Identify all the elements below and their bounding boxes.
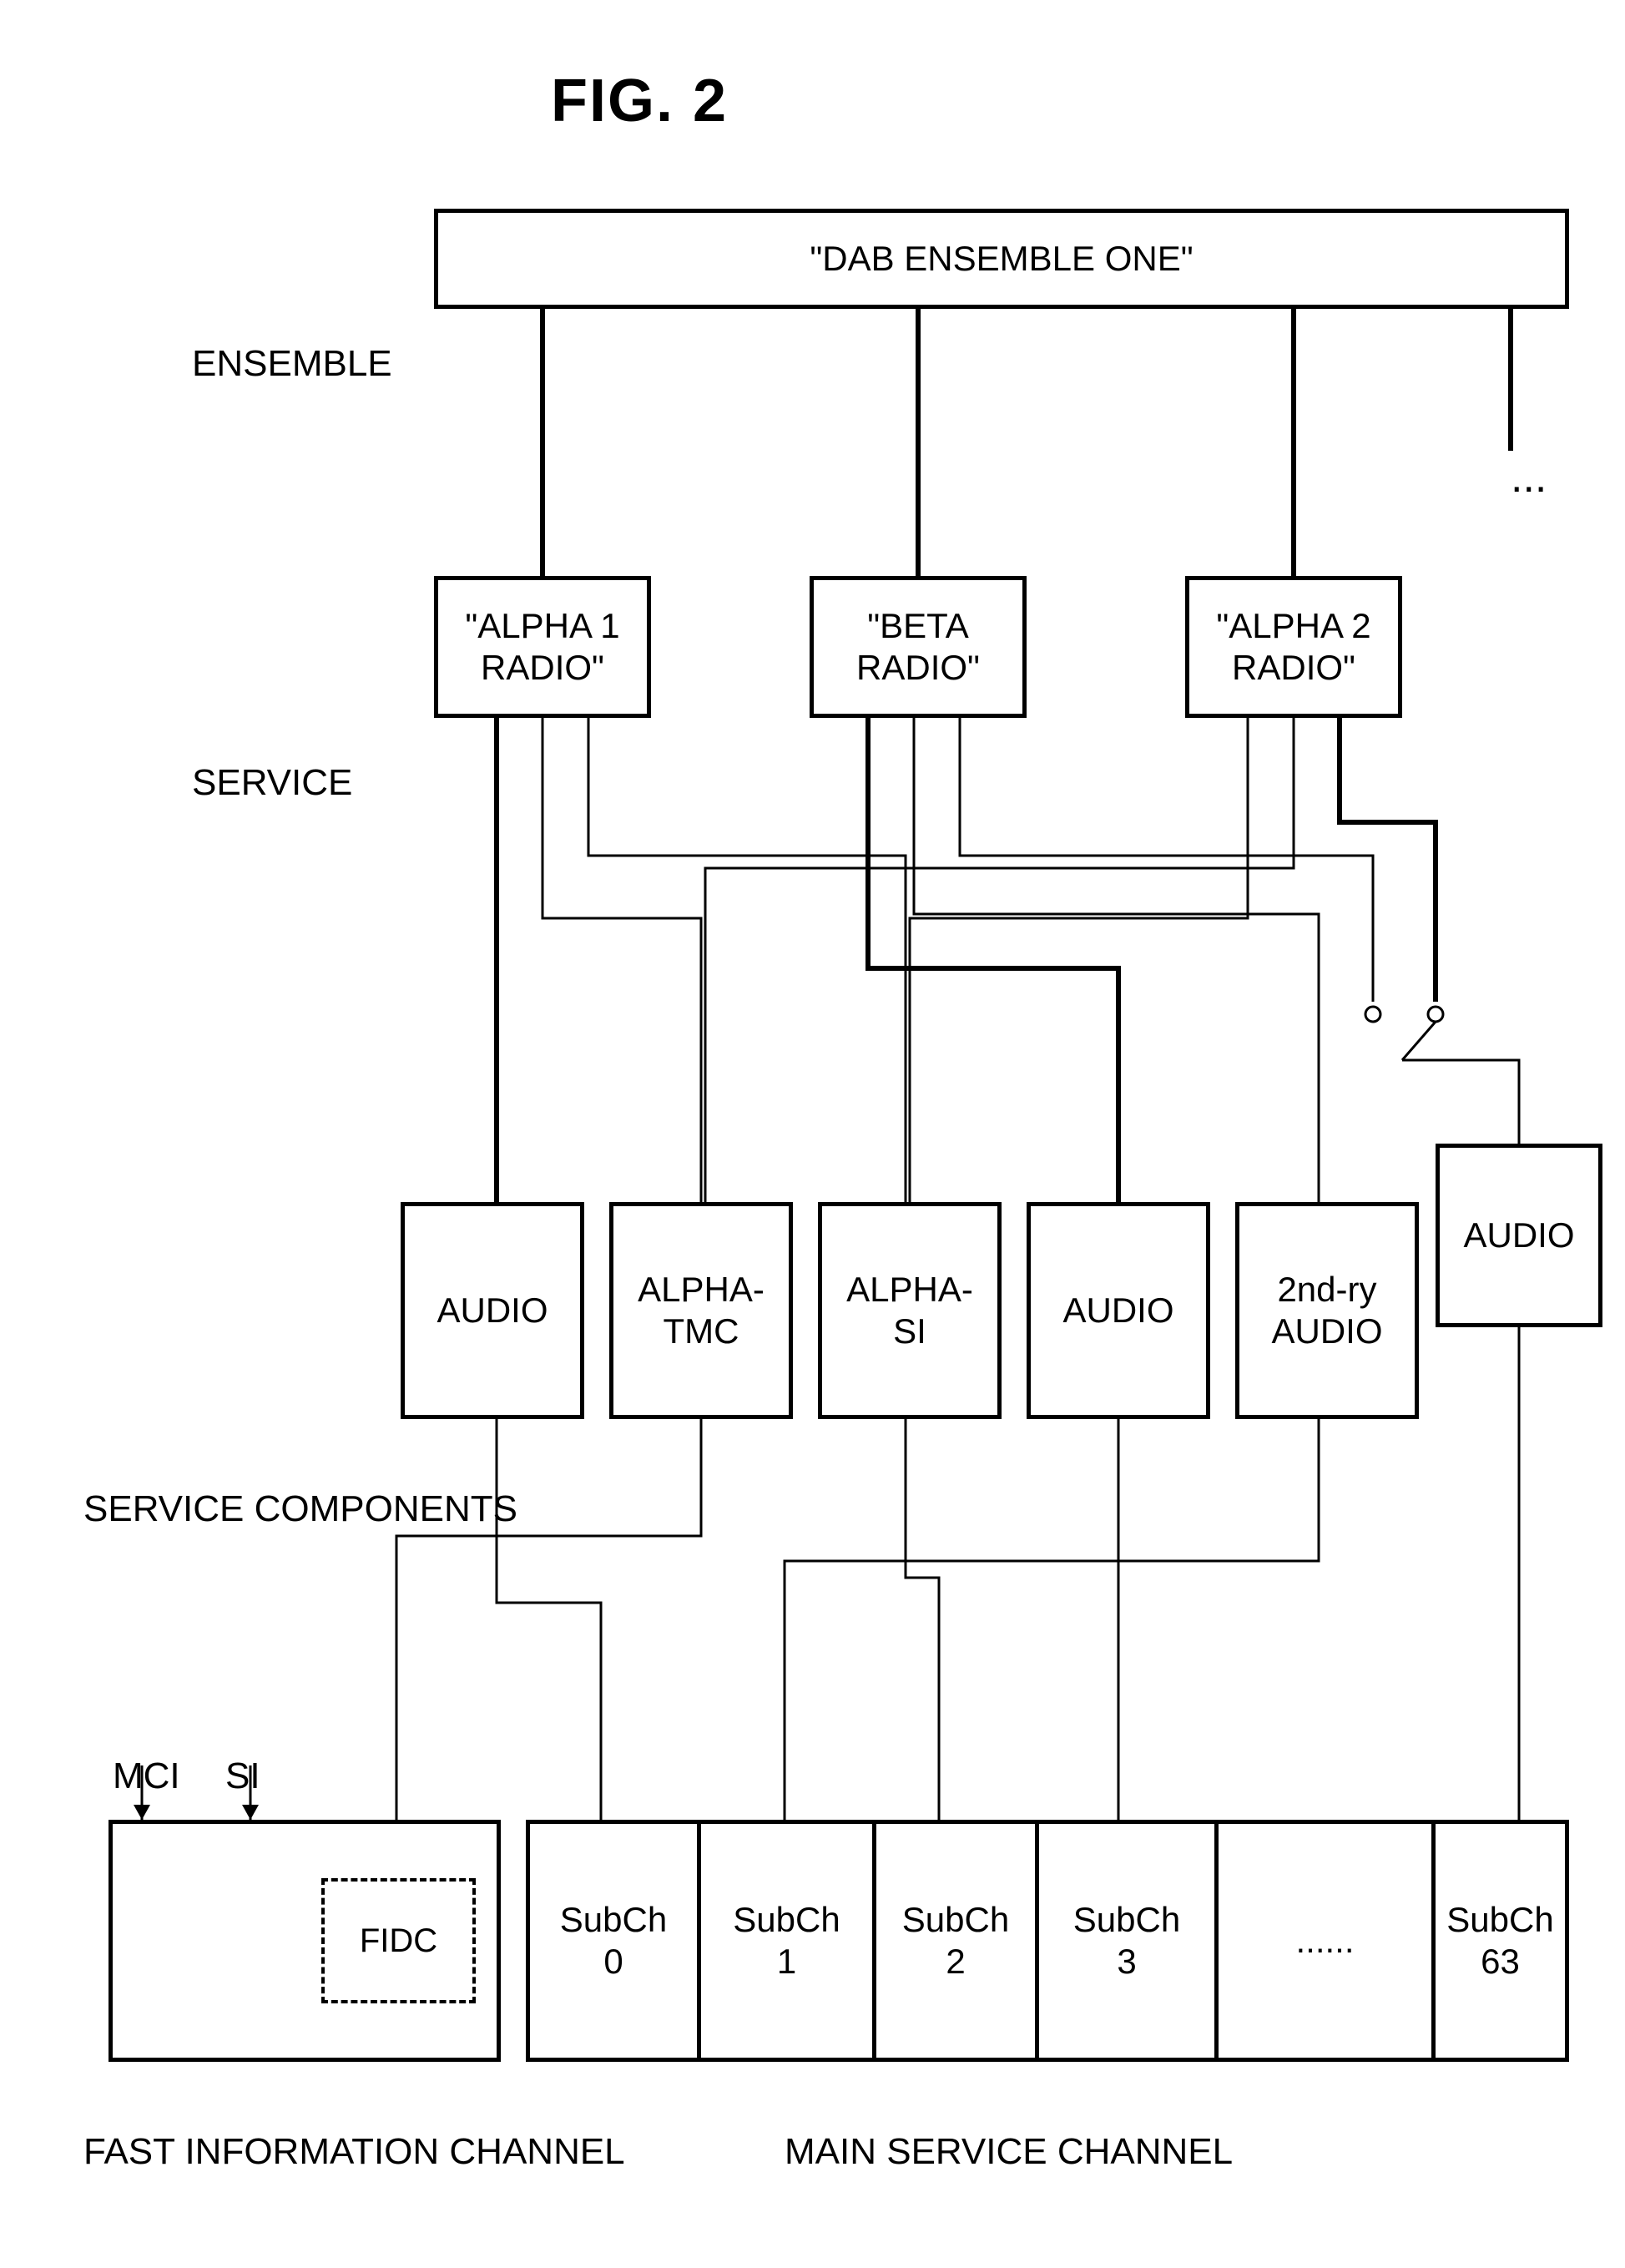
services-ellipsis: ... xyxy=(1511,451,1547,505)
msc-layer-label: MAIN SERVICE CHANNEL xyxy=(785,2129,1233,2175)
ensemble-layer-label: ENSEMBLE xyxy=(192,341,392,386)
subch-0: SubCh 0 xyxy=(526,1820,701,2062)
fic-layer-label: FAST INFORMATION CHANNEL xyxy=(83,2129,625,2175)
service-layer-label: SERVICE xyxy=(192,760,352,806)
si-label: SI xyxy=(225,1753,260,1799)
service-beta: "BETA RADIO" xyxy=(810,576,1027,718)
subch-3: SubCh 3 xyxy=(1039,1820,1219,2062)
component-2ndry-audio: 2nd-ry AUDIO xyxy=(1235,1202,1419,1419)
dab-structure-diagram: FIG. 2 "DAB ENSEMBLE ONE" ENSEMBLE ... "… xyxy=(33,33,1592,2235)
service-alpha2: "ALPHA 2 RADIO" xyxy=(1185,576,1402,718)
mci-label: MCI xyxy=(113,1753,180,1799)
subch-63: SubCh 63 xyxy=(1436,1820,1569,2062)
ensemble-box: "DAB ENSEMBLE ONE" xyxy=(434,209,1569,309)
component-audio-1: AUDIO xyxy=(1027,1202,1210,1419)
figure-title: FIG. 2 xyxy=(551,67,728,135)
fidc-box: FIDC xyxy=(321,1878,476,2003)
service-alpha1: "ALPHA 1 RADIO" xyxy=(434,576,651,718)
component-alpha-tmc: ALPHA- TMC xyxy=(609,1202,793,1419)
subch-1: SubCh 1 xyxy=(701,1820,876,2062)
subch-ellipsis: ...... xyxy=(1219,1820,1436,2062)
component-audio-0: AUDIO xyxy=(401,1202,584,1419)
subch-2: SubCh 2 xyxy=(876,1820,1039,2062)
components-layer-label: SERVICE COMPONENTS xyxy=(83,1486,517,1532)
component-audio-2: AUDIO xyxy=(1436,1144,1602,1327)
component-alpha-si: ALPHA- SI xyxy=(818,1202,1002,1419)
